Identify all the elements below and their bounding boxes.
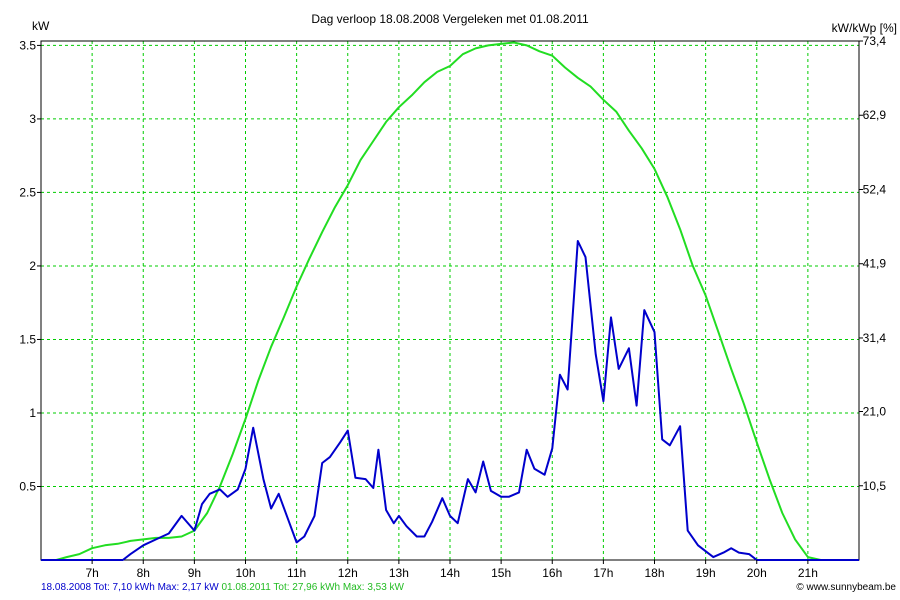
tick-layer: 7h 8h 9h 10h 11h 12h 13h 14h 15h 16h 17h 18h 19h 20h 2… (19, 34, 886, 580)
x-tick-label-2: 9h (188, 566, 201, 580)
x-tick-label-14: 21h (798, 566, 818, 580)
y-axis-label-left: kW (32, 19, 50, 33)
series-line-18-08-2008 (41, 240, 859, 561)
x-tick-label-0: 7h (85, 566, 98, 580)
y-tick-label-6: 3.5 (19, 38, 36, 52)
y2-tick-label-1: 21,0 (863, 405, 887, 419)
x-tick-label-5: 12h (338, 566, 358, 580)
x-tick-label-3: 10h (235, 566, 255, 580)
x-tick-label-10: 17h (593, 566, 613, 580)
y2-tick-label-3: 41,9 (863, 257, 887, 271)
series-layer (41, 41, 859, 561)
x-tick-label-1: 8h (137, 566, 150, 580)
series-line-01-08-2011 (41, 41, 859, 561)
x-tick-label-6: 13h (389, 566, 409, 580)
footer-summary: 18.08.2008 Tot: 7,10 kWh Max: 2,17 kW 01… (41, 582, 404, 593)
y2-tick-label-4: 52,4 (863, 182, 887, 196)
y-tick-label-4: 2.5 (19, 185, 36, 199)
footer-series-2011: 01.08.2011 Tot: 27,96 kWh Max: 3,53 kW (221, 582, 404, 593)
x-tick-label-8: 15h (491, 566, 511, 580)
y-tick-label-0: 0.5 (19, 479, 36, 493)
footer-series-2008: 18.08.2008 Tot: 7,10 kWh Max: 2,17 kW (41, 582, 219, 593)
y-tick-label-1: 1 (29, 406, 36, 420)
y-tick-label-5: 3 (29, 112, 36, 126)
x-tick-label-7: 14h (440, 566, 460, 580)
grid-layer (41, 41, 859, 560)
y2-tick-label-2: 31,4 (863, 331, 887, 345)
x-tick-label-13: 20h (747, 566, 767, 580)
y2-tick-label-6: 73,4 (863, 34, 887, 48)
y-axis-label-right: kW/kWp [%] (832, 21, 897, 35)
y-tick-label-3: 2 (29, 259, 36, 273)
x-tick-label-12: 19h (696, 566, 716, 580)
y2-tick-label-5: 62,9 (863, 108, 887, 122)
y-tick-label-2: 1.5 (19, 332, 36, 346)
x-tick-label-9: 16h (542, 566, 562, 580)
footer-credit: © www.sunnybeam.be (796, 582, 896, 593)
y2-tick-label-0: 10,5 (863, 479, 887, 493)
chart-title: Dag verloop 18.08.2008 Vergeleken met 01… (311, 12, 589, 26)
x-tick-label-11: 18h (644, 566, 664, 580)
x-tick-label-4: 11h (287, 566, 306, 580)
